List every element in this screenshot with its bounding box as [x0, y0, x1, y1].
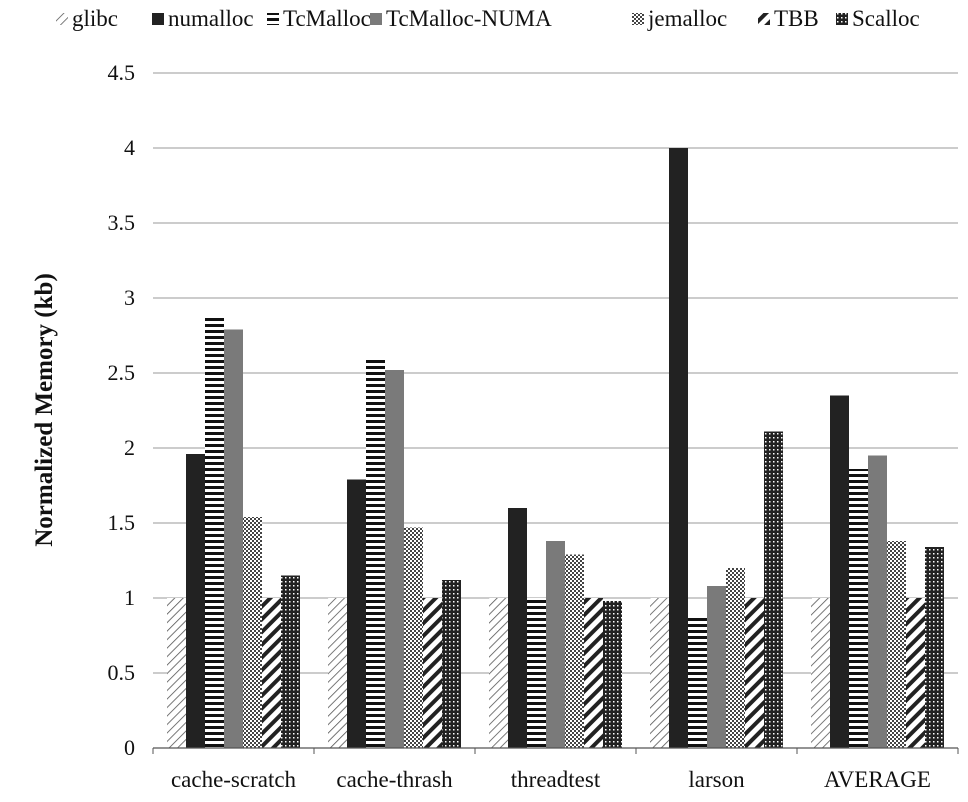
bar-numalloc-threadtest — [508, 508, 527, 748]
legend-swatch — [152, 13, 164, 25]
bar-TcMalloc-AVERAGE — [849, 469, 868, 748]
legend-label: jemalloc — [647, 6, 727, 31]
legend-label: glibc — [72, 6, 118, 31]
y-tick-label: 0.5 — [108, 660, 136, 685]
bar-TcMalloc-NUMA-AVERAGE — [868, 455, 887, 748]
y-tick-label: 2 — [124, 435, 135, 460]
bar-jemalloc-larson — [726, 568, 745, 748]
bar-TcMalloc-NUMA-larson — [707, 586, 726, 748]
bar-glibc-AVERAGE — [811, 598, 830, 748]
bar-TcMalloc-cache-scratch — [205, 317, 224, 748]
legend-label: TBB — [774, 6, 819, 31]
legend-swatch — [758, 13, 770, 25]
legend-swatch — [267, 13, 279, 25]
bar-numalloc-AVERAGE — [830, 395, 849, 748]
bar-TBB-AVERAGE — [906, 598, 925, 748]
y-tick-label: 3 — [124, 285, 135, 310]
y-tick-label: 1 — [124, 585, 135, 610]
bar-TBB-larson — [745, 598, 764, 748]
bar-Scalloc-AVERAGE — [925, 547, 944, 748]
bar-jemalloc-AVERAGE — [887, 541, 906, 748]
y-tick-label: 0 — [124, 735, 135, 760]
x-tick-label: larson — [688, 767, 745, 792]
bar-glibc-threadtest — [489, 598, 508, 748]
bar-TcMalloc-larson — [688, 616, 707, 748]
legend-swatch — [370, 13, 382, 25]
legend-swatch — [56, 13, 68, 25]
legend: glibc numalloc TcMalloc TcMalloc-NUMA jemall… — [56, 6, 920, 31]
bar-jemalloc-cache-scratch — [243, 517, 262, 748]
bar-TBB-cache-scratch — [262, 598, 281, 748]
bar-glibc-cache-scratch — [167, 598, 186, 748]
bar-TcMalloc-threadtest — [527, 598, 546, 748]
legend-label: numalloc — [168, 6, 254, 31]
legend-swatch — [632, 13, 644, 25]
legend-label: TcMalloc-NUMA — [386, 6, 552, 31]
bar-numalloc-larson — [669, 148, 688, 748]
bar-TcMalloc-cache-thrash — [366, 358, 385, 748]
bar-Scalloc-threadtest — [603, 601, 622, 748]
bars — [167, 148, 944, 748]
bar-Scalloc-cache-scratch — [281, 575, 300, 748]
y-tick-label: 2.5 — [108, 360, 136, 385]
x-tick-label: cache-thrash — [336, 767, 453, 792]
legend-label: Scalloc — [852, 6, 920, 31]
x-tick-label: threadtest — [511, 767, 601, 792]
bar-numalloc-cache-scratch — [186, 454, 205, 748]
y-tick-label: 4.5 — [108, 60, 136, 85]
y-tick-label: 4 — [124, 135, 135, 160]
bar-TcMalloc-NUMA-cache-thrash — [385, 370, 404, 748]
y-tick-label: 3.5 — [108, 210, 136, 235]
x-tick-label: AVERAGE — [824, 767, 931, 792]
y-tick-label: 1.5 — [108, 510, 136, 535]
bar-Scalloc-larson — [764, 431, 783, 748]
bar-glibc-larson — [650, 598, 669, 748]
bar-TcMalloc-NUMA-threadtest — [546, 541, 565, 748]
bar-TcMalloc-NUMA-cache-scratch — [224, 329, 243, 748]
bar-jemalloc-cache-thrash — [404, 527, 423, 748]
y-axis-label: Normalized Memory (kb) — [31, 273, 58, 547]
bar-jemalloc-threadtest — [565, 554, 584, 748]
bar-TBB-cache-thrash — [423, 598, 442, 748]
x-tick-label: cache-scratch — [171, 767, 297, 792]
axes: 0 0.5 1 1.5 2 2.5 3 3.5 4 4.5 cache-scratch cache-t… — [108, 60, 959, 792]
bar-Scalloc-cache-thrash — [442, 580, 461, 748]
legend-swatch — [836, 13, 848, 25]
legend-label: TcMalloc — [283, 6, 371, 31]
bar-numalloc-cache-thrash — [347, 479, 366, 748]
bar-glibc-cache-thrash — [328, 598, 347, 748]
bar-TBB-threadtest — [584, 598, 603, 748]
